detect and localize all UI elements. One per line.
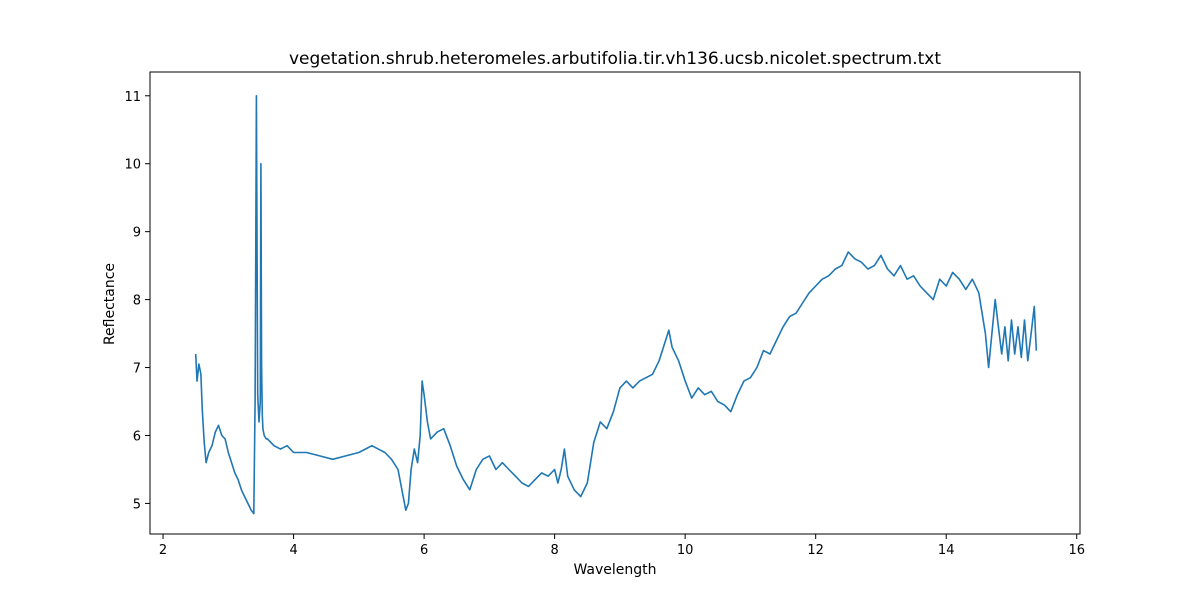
y-tick-label: 6 <box>133 429 141 444</box>
y-tick-label: 7 <box>133 362 141 377</box>
x-axis-label: Wavelength <box>573 562 656 578</box>
x-tick-label: 8 <box>550 543 558 558</box>
chart-title: vegetation.shrub.heteromeles.arbutifolia… <box>289 49 941 69</box>
y-axis: 5 6 7 8 9 10 11 <box>124 90 150 512</box>
axes-frame <box>149 71 1081 535</box>
x-axis: 2 4 6 8 10 12 14 16 <box>159 534 1085 558</box>
y-axis-label: Reflectance <box>102 263 118 345</box>
y-tick-label: 10 <box>124 158 141 173</box>
x-tick-label: 14 <box>938 543 955 558</box>
x-tick-label: 6 <box>420 543 428 558</box>
plot-area <box>194 95 1038 515</box>
y-tick-label: 8 <box>133 294 141 309</box>
x-tick-label: 16 <box>1068 543 1085 558</box>
x-tick-label: 4 <box>289 543 297 558</box>
x-tick-label: 12 <box>807 543 824 558</box>
series-line-spectrum <box>194 95 1038 515</box>
y-tick-label: 9 <box>133 226 141 241</box>
x-tick-label: 10 <box>677 543 694 558</box>
y-tick-label: 5 <box>133 497 141 512</box>
y-tick-label: 11 <box>124 90 141 105</box>
x-tick-label: 2 <box>159 543 167 558</box>
